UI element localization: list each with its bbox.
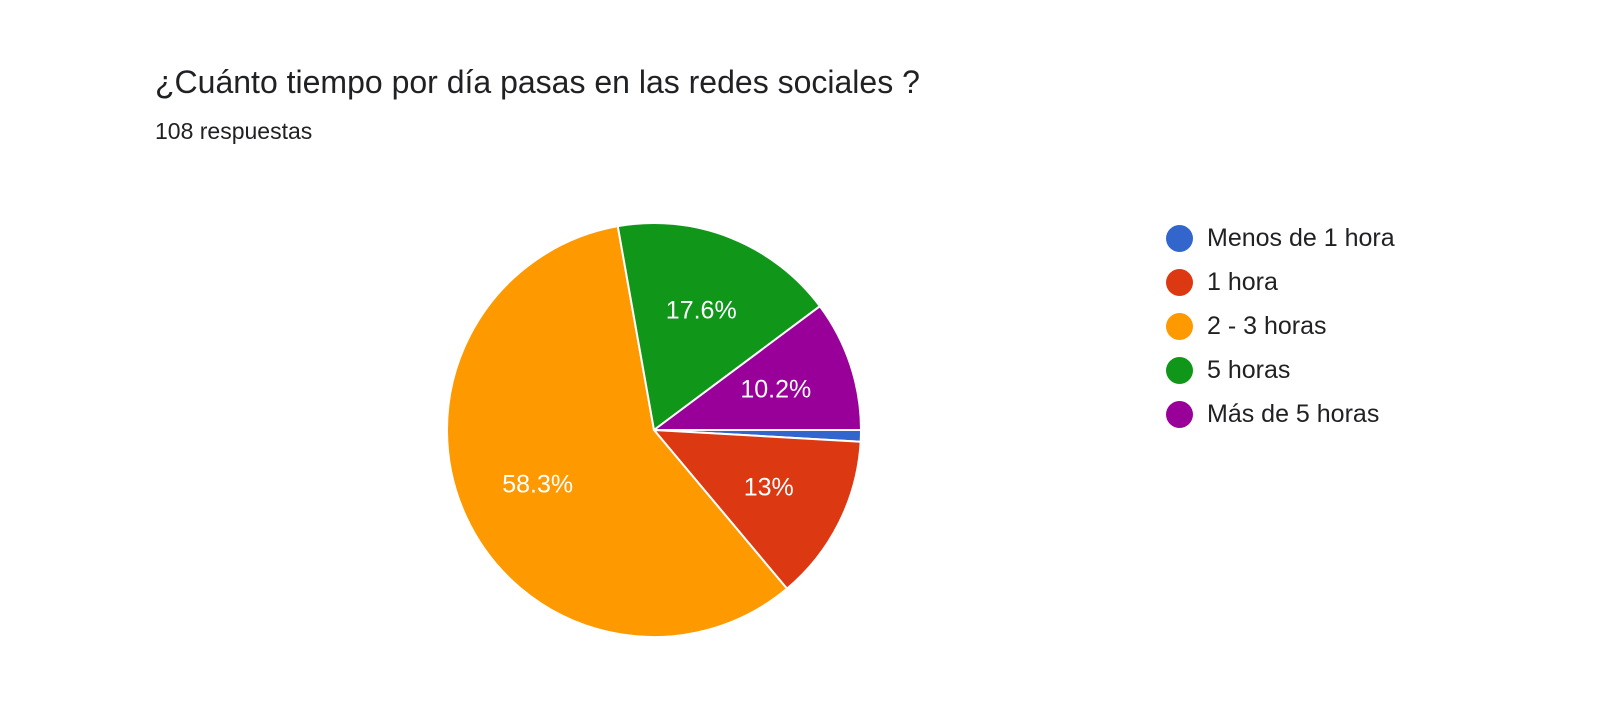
legend-label: 2 - 3 horas <box>1207 311 1327 340</box>
pie-slice[interactable] <box>616 222 821 431</box>
pie-slices <box>446 222 863 638</box>
legend-item[interactable]: 2 - 3 horas <box>1166 304 1395 348</box>
slice-data-label: 58.3% <box>502 470 573 498</box>
legend-item[interactable]: Más de 5 horas <box>1166 392 1395 436</box>
legend-swatch-icon <box>1166 356 1193 384</box>
legend-label: Más de 5 horas <box>1207 399 1380 428</box>
slice-data-label: 10.2% <box>740 376 811 404</box>
legend-swatch-icon <box>1166 400 1193 428</box>
legend-item[interactable]: Menos de 1 hora <box>1166 216 1395 260</box>
legend-item[interactable]: 1 hora <box>1166 260 1395 304</box>
legend-swatch-icon <box>1166 268 1193 296</box>
pie-slice-labels: 13% 58.3% 17.6% 10.2% <box>502 297 811 502</box>
legend-swatch-icon <box>1166 224 1193 252</box>
slice-data-label: 17.6% <box>666 297 737 325</box>
pie-slice[interactable] <box>446 225 788 638</box>
legend-label: 5 horas <box>1207 355 1291 384</box>
slice-data-label: 13% <box>744 474 794 502</box>
legend-label: Menos de 1 hora <box>1207 223 1395 252</box>
legend-swatch-icon <box>1166 312 1193 340</box>
chart-legend: Menos de 1 hora 1 hora 2 - 3 horas 5 hor… <box>1166 216 1395 436</box>
chart-title: ¿Cuánto tiempo por día pasas en las rede… <box>155 64 920 100</box>
response-count: 108 respuestas <box>155 118 313 144</box>
pie-slice[interactable] <box>653 429 862 590</box>
pie-slice[interactable] <box>653 305 862 431</box>
legend-item[interactable]: 5 horas <box>1166 348 1395 392</box>
legend-label: 1 hora <box>1207 267 1278 296</box>
